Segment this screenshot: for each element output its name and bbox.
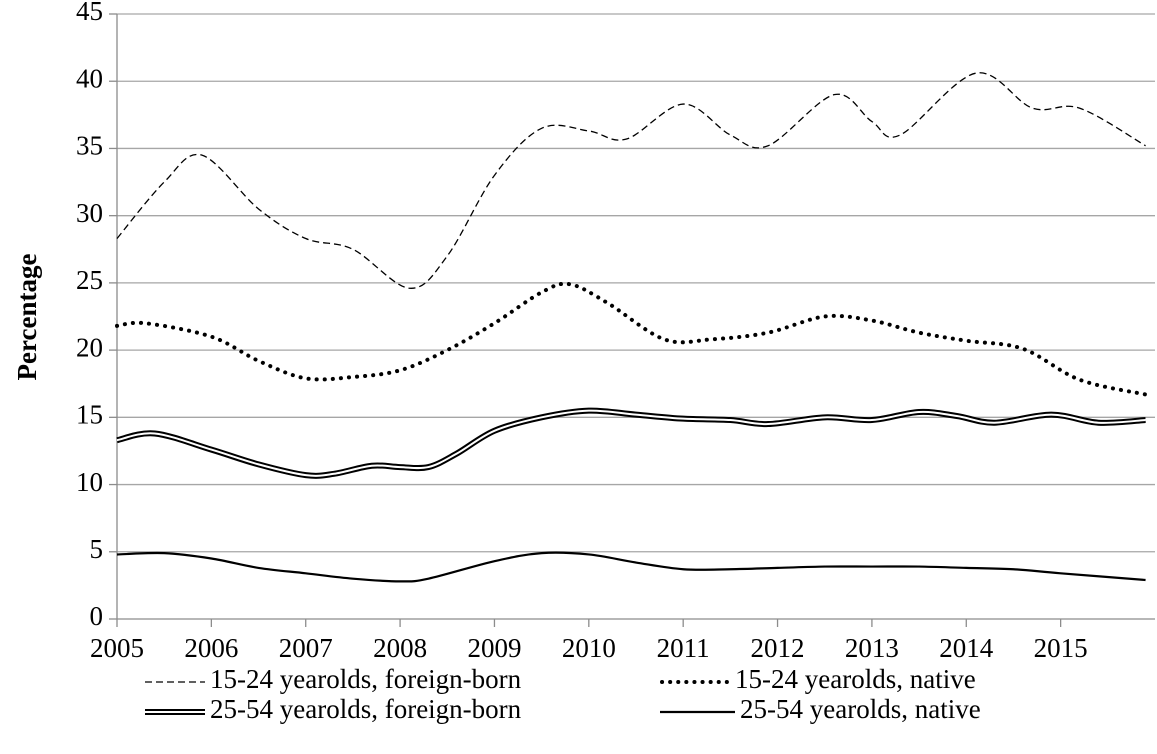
y-tick-label: 15 <box>76 400 103 430</box>
legend-label: 15-24 yearolds, native <box>735 664 976 694</box>
y-tick-label: 35 <box>76 131 103 161</box>
series-line <box>116 407 1146 479</box>
y-tick-label: 5 <box>90 534 104 564</box>
y-axis-label: Percentage <box>12 254 42 381</box>
x-tick-label: 2007 <box>279 633 333 663</box>
x-tick-label: 2013 <box>845 633 899 663</box>
y-tick-label: 30 <box>76 198 103 228</box>
y-tick-label: 20 <box>76 332 103 362</box>
series-line <box>115 281 1148 397</box>
x-tick-label: 2010 <box>562 633 616 663</box>
y-tick-label: 10 <box>76 467 103 497</box>
x-tick-label: 2015 <box>1034 633 1088 663</box>
series-line <box>116 409 1146 477</box>
y-tick-label: 40 <box>76 63 103 93</box>
legend-label: 25-54 yearolds, native <box>740 694 981 724</box>
x-tick-label: 2005 <box>90 633 144 663</box>
x-tick-label: 2012 <box>751 633 805 663</box>
y-tick-label: 25 <box>76 265 103 295</box>
y-tick-label: 0 <box>90 601 104 631</box>
series-line <box>116 551 1146 583</box>
legend-label: 25-54 yearolds, foreign-born <box>210 694 522 724</box>
x-tick-label: 2011 <box>657 633 710 663</box>
x-tick-label: 2014 <box>939 633 994 663</box>
series-line <box>116 72 1146 289</box>
y-tick-label: 45 <box>76 0 103 26</box>
x-tick-label: 2006 <box>184 633 238 663</box>
x-tick-label: 2008 <box>373 633 427 663</box>
legend-label: 15-24 yearolds, foreign-born <box>210 664 522 694</box>
x-tick-label: 2009 <box>467 633 521 663</box>
